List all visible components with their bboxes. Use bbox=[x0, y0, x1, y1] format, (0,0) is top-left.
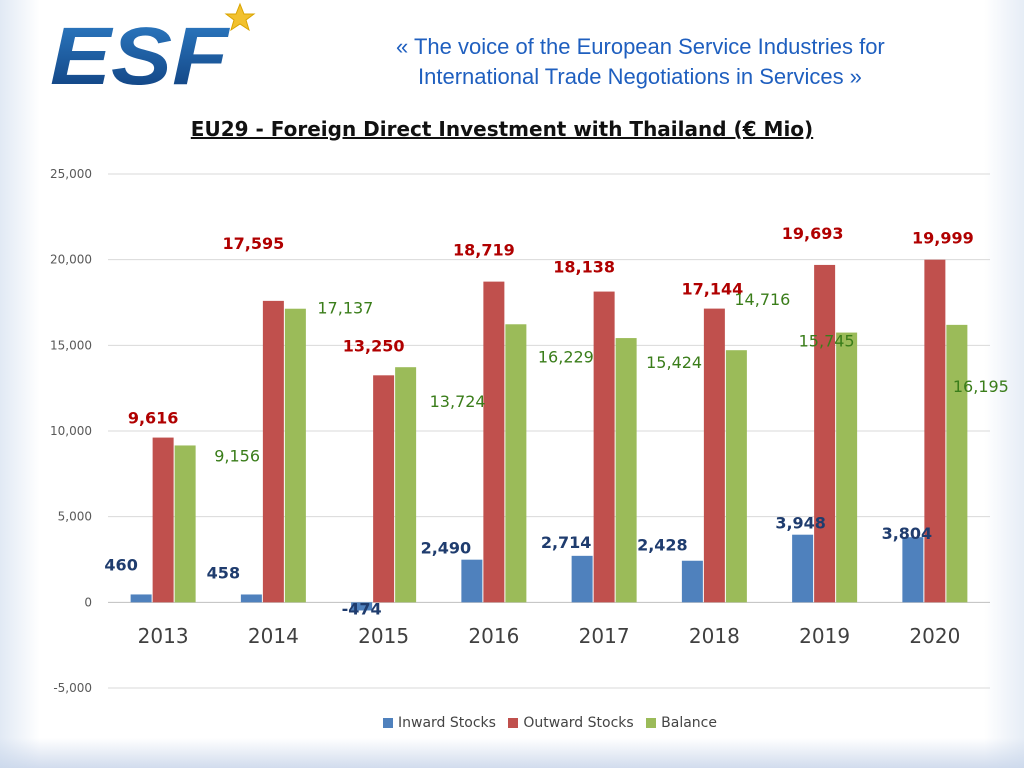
data-label-inward: -474 bbox=[342, 599, 382, 618]
bar-inward bbox=[681, 560, 703, 603]
data-label-inward: 2,490 bbox=[421, 539, 472, 558]
legend-swatch-balance bbox=[646, 718, 657, 728]
data-label-outward: 13,250 bbox=[343, 336, 405, 355]
data-label-outward: 19,999 bbox=[912, 229, 974, 248]
bar-balance bbox=[946, 324, 968, 603]
bar-inward bbox=[902, 537, 924, 603]
data-label-balance: 9,156 bbox=[214, 446, 260, 465]
y-tick-label: 0 bbox=[84, 595, 92, 609]
logo-text: ESF bbox=[50, 11, 230, 92]
bar-inward bbox=[571, 555, 593, 603]
legend: Inward Stocks Outward Stocks Balance bbox=[0, 715, 1024, 732]
bar-balance bbox=[725, 350, 747, 603]
bar-balance bbox=[836, 332, 858, 603]
x-tick-label: 2016 bbox=[468, 624, 519, 648]
bar-balance bbox=[395, 367, 417, 603]
data-label-balance: 14,716 bbox=[734, 290, 790, 309]
x-tick-label: 2020 bbox=[909, 624, 960, 648]
data-labels: 460 458 -474 2,490 2,714 2,428 3,948 3,804 9,616… bbox=[104, 224, 1008, 618]
x-tick-label: 2018 bbox=[689, 624, 740, 648]
bar-inward bbox=[130, 594, 152, 603]
data-label-outward: 17,595 bbox=[223, 234, 285, 253]
data-label-inward: 3,948 bbox=[775, 514, 826, 533]
tagline: « The voice of the European Service Indu… bbox=[396, 32, 996, 92]
bar-balance bbox=[505, 324, 527, 603]
tagline-line-2: International Trade Negotiations in Serv… bbox=[418, 64, 862, 89]
data-label-outward: 17,144 bbox=[682, 280, 744, 299]
data-label-balance: 16,195 bbox=[953, 377, 1009, 396]
y-tick-label: 20,000 bbox=[50, 253, 92, 267]
bar-outward bbox=[483, 281, 505, 603]
bar-outward bbox=[373, 375, 395, 603]
y-tick-label: 10,000 bbox=[50, 424, 92, 438]
legend-swatch-inward bbox=[383, 718, 393, 728]
data-label-outward: 18,138 bbox=[553, 258, 615, 277]
y-tick-label: -5,000 bbox=[53, 681, 92, 695]
bar-balance bbox=[174, 445, 196, 603]
x-tick-label: 2015 bbox=[358, 624, 409, 648]
y-tick-label: 15,000 bbox=[50, 338, 92, 352]
bar-balance bbox=[284, 308, 306, 603]
x-tick-label: 2013 bbox=[138, 624, 189, 648]
bar-outward bbox=[703, 308, 725, 603]
bar-inward bbox=[792, 534, 814, 603]
x-tick-label: 2014 bbox=[248, 624, 299, 648]
legend-label-inward: Inward Stocks bbox=[398, 715, 496, 731]
bar-balance bbox=[615, 338, 637, 603]
data-label-balance: 15,745 bbox=[799, 332, 855, 351]
data-label-inward: 458 bbox=[207, 563, 240, 582]
bar-outward bbox=[814, 264, 836, 603]
data-label-balance: 15,424 bbox=[646, 353, 702, 372]
y-tick-label: 25,000 bbox=[50, 167, 92, 181]
bar-inward bbox=[461, 559, 483, 603]
data-label-inward: 3,804 bbox=[882, 524, 933, 543]
data-label-inward: 460 bbox=[104, 555, 137, 574]
star-icon bbox=[224, 2, 256, 32]
x-axis-ticks: 2013 2014 2015 2016 2017 2018 2019 2020 bbox=[138, 624, 961, 648]
x-tick-label: 2017 bbox=[579, 624, 630, 648]
bar-inward bbox=[240, 594, 262, 603]
legend-label-balance: Balance bbox=[661, 715, 717, 731]
x-tick-label: 2019 bbox=[799, 624, 850, 648]
esf-logo: ESF bbox=[50, 2, 256, 92]
tagline-line-1: « The voice of the European Service Indu… bbox=[396, 34, 885, 59]
data-label-inward: 2,428 bbox=[637, 536, 688, 555]
data-label-outward: 19,693 bbox=[782, 224, 844, 243]
data-label-balance: 16,229 bbox=[538, 347, 594, 366]
data-label-balance: 13,724 bbox=[430, 392, 486, 411]
data-label-inward: 2,714 bbox=[541, 533, 592, 552]
legend-item-balance: Balance bbox=[646, 715, 717, 731]
bar-inward bbox=[351, 602, 373, 611]
legend-label-outward: Outward Stocks bbox=[523, 715, 634, 731]
bar-outward bbox=[593, 291, 615, 603]
y-tick-label: 5,000 bbox=[58, 510, 92, 524]
bar-outward bbox=[152, 437, 174, 603]
y-axis-ticks: 25,000 20,000 15,000 10,000 5,000 0 -5,000 bbox=[50, 167, 92, 695]
bar-outward bbox=[924, 259, 946, 603]
legend-swatch-outward bbox=[508, 718, 519, 728]
bars bbox=[130, 259, 968, 611]
legend-item-inward: Inward Stocks bbox=[383, 715, 496, 731]
data-label-outward: 9,616 bbox=[128, 409, 179, 428]
bar-outward bbox=[262, 300, 284, 603]
data-label-balance: 17,137 bbox=[317, 299, 373, 318]
data-label-outward: 18,719 bbox=[453, 241, 515, 260]
chart-title: EU29 - Foreign Direct Investment with Th… bbox=[190, 117, 814, 141]
legend-item-outward: Outward Stocks bbox=[508, 715, 634, 731]
